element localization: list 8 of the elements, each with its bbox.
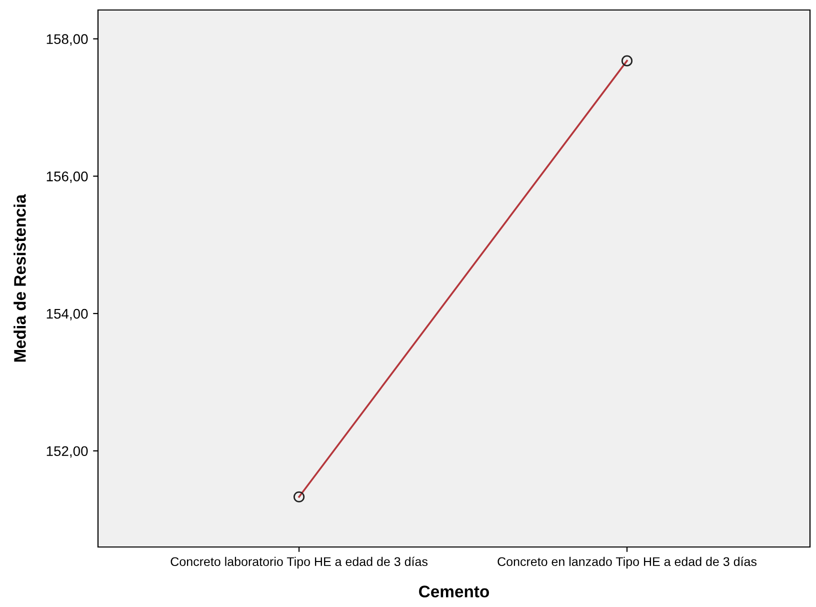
y-tick-label: 152,00: [46, 446, 88, 458]
x-axis-title: Cemento: [419, 586, 489, 598]
y-tick-label: 158,00: [46, 34, 88, 46]
y-tick-label: 154,00: [46, 308, 88, 320]
y-axis-title: Media de Resistencia: [14, 194, 26, 362]
x-tick-label: Concreto laboratorio Tipo HE a edad de 3 días: [170, 556, 428, 569]
x-tick-label: Concreto en lanzado Tipo HE a edad de 3 días: [498, 556, 757, 569]
y-tick-label: 156,00: [46, 172, 88, 183]
